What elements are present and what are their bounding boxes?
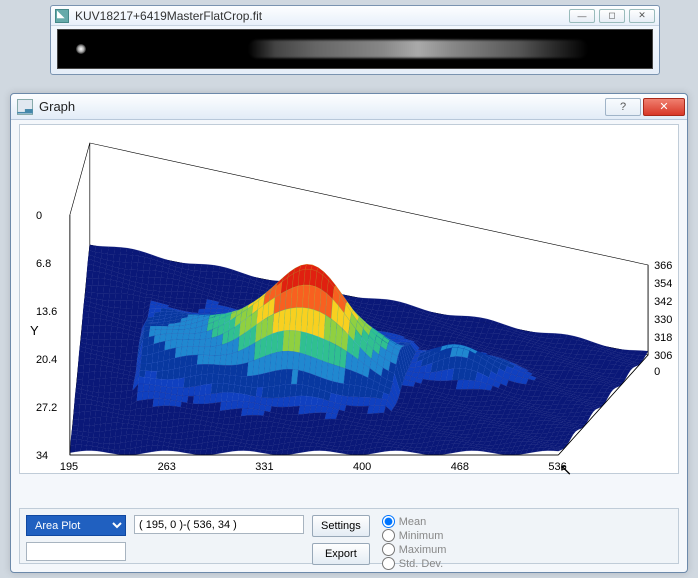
svg-text:330: 330 (654, 314, 672, 326)
svg-text:318: 318 (654, 332, 672, 344)
svg-text:342: 342 (654, 296, 672, 308)
radio-stddev[interactable]: Std. Dev. (382, 557, 447, 570)
help-button[interactable]: ? (605, 98, 641, 116)
radio-stddev-input[interactable] (382, 557, 395, 570)
svg-text:20.4: 20.4 (36, 354, 57, 366)
spectrum-streak (248, 40, 588, 58)
svg-text:27.2: 27.2 (36, 402, 57, 414)
radio-minimum-input[interactable] (382, 529, 395, 542)
image-window-titlebar[interactable]: KUV18217+6419MasterFlatCrop.fit — ◻ ✕ (51, 6, 659, 26)
svg-text:331: 331 (255, 461, 273, 473)
app-icon (55, 9, 69, 23)
svg-text:468: 468 (451, 461, 469, 473)
radio-maximum-input[interactable] (382, 543, 395, 556)
svg-text:306: 306 (654, 350, 672, 362)
coordinates-field[interactable] (134, 515, 304, 534)
minimize-button[interactable]: — (569, 9, 595, 23)
svg-text:0: 0 (654, 366, 660, 378)
svg-text:536: 536 (548, 461, 566, 473)
svg-text:13.6: 13.6 (36, 306, 57, 318)
fits-image-preview[interactable] (57, 29, 653, 69)
image-window-title: KUV18217+6419MasterFlatCrop.fit (75, 9, 569, 23)
svg-text:400: 400 (353, 461, 371, 473)
graph-app-icon: ▁▃ (17, 99, 33, 115)
close-button[interactable]: ✕ (629, 9, 655, 23)
svg-text:263: 263 (158, 461, 176, 473)
radio-mean[interactable]: Mean (382, 515, 447, 528)
graph-window-titlebar[interactable]: ▁▃ Graph ? ✕ (11, 94, 687, 120)
settings-button[interactable]: Settings (312, 515, 370, 537)
svg-text:Y: Y (30, 323, 39, 338)
svg-text:0: 0 (36, 210, 42, 222)
graph-close-button[interactable]: ✕ (643, 98, 685, 116)
stat-radio-group: Mean Minimum Maximum Std. Dev. (382, 515, 447, 570)
star-spot (76, 44, 86, 54)
svg-text:195: 195 (60, 461, 78, 473)
radio-maximum[interactable]: Maximum (382, 543, 447, 556)
plot-type-select[interactable]: Area Plot (26, 515, 126, 536)
graph-window-title: Graph (39, 99, 605, 114)
status-field[interactable] (26, 542, 126, 561)
svg-text:354: 354 (654, 278, 672, 290)
graph-window: ▁▃ Graph ? ✕ 195263331400468536X06.813.6… (10, 93, 688, 573)
maximize-button[interactable]: ◻ (599, 9, 625, 23)
image-window: KUV18217+6419MasterFlatCrop.fit — ◻ ✕ (50, 5, 660, 75)
controls-panel: Area Plot Settings Export Mean Minimum M… (19, 508, 679, 564)
svg-text:366: 366 (654, 260, 672, 272)
export-button[interactable]: Export (312, 543, 370, 565)
svg-text:6.8: 6.8 (36, 258, 51, 270)
svg-text:34: 34 (36, 450, 48, 462)
radio-mean-input[interactable] (382, 515, 395, 528)
radio-minimum[interactable]: Minimum (382, 529, 447, 542)
plot-3d-surface[interactable]: 195263331400468536X06.813.620.427.234Y30… (19, 124, 679, 474)
